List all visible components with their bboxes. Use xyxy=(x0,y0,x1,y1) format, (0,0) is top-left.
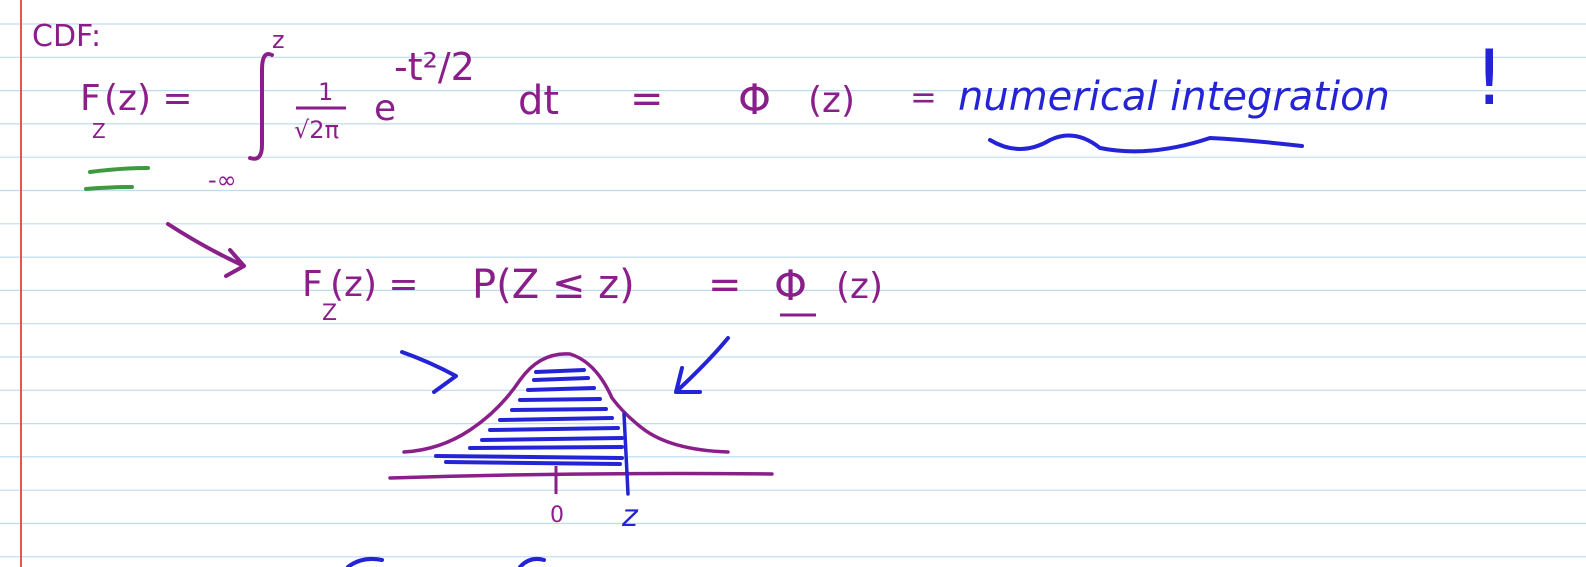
x-axis xyxy=(388,471,774,480)
line2-F-symbol: F xyxy=(302,264,323,305)
equals-sign-2: = xyxy=(910,78,937,116)
integral-upper-limit: z xyxy=(272,26,285,54)
line2-equals: = xyxy=(708,262,742,308)
fraction-denominator: √2π xyxy=(294,116,339,144)
line2-F-subscript: Z xyxy=(322,301,337,326)
normal-curve-sketch: 0 z xyxy=(388,336,774,534)
z-label: z xyxy=(621,499,639,534)
numerical-integration-note: numerical integration ! xyxy=(958,33,1504,122)
cdf-F-symbol: F xyxy=(80,78,101,119)
cdf-heading: CDF: xyxy=(32,19,101,54)
green-underline xyxy=(84,166,150,191)
shaded-area-scribble xyxy=(434,368,624,466)
down-right-arrow xyxy=(166,222,246,278)
cdf-F-subscript: Z xyxy=(92,119,106,143)
z-cutoff-line xyxy=(622,412,630,496)
ruled-lines xyxy=(0,23,1586,558)
left-pointer-arrow xyxy=(400,350,458,394)
line2-F-argument: (z) = xyxy=(330,264,419,305)
integral-sign xyxy=(248,52,274,161)
fraction-numerator: 1 xyxy=(318,78,333,106)
exp-power: -t²/2 xyxy=(394,45,475,89)
cdf-F-argument: (z) = xyxy=(104,78,193,119)
differential: dt xyxy=(518,78,559,124)
phi-argument: (z) xyxy=(808,80,855,121)
zero-label: 0 xyxy=(550,503,564,528)
partial-bottom-stroke xyxy=(346,556,546,567)
integral-lower-limit: -∞ xyxy=(208,166,237,194)
line2-phi-symbol: Φ xyxy=(774,261,807,310)
bell-curve xyxy=(402,352,730,454)
probability-equation: F Z (z) = P(Z ≤ z) = Φ (z) xyxy=(302,261,883,326)
line2-phi-argument: (z) xyxy=(836,266,883,307)
phi-symbol: Φ xyxy=(738,75,771,124)
exp-base: e xyxy=(374,88,396,129)
right-pointer-arrow xyxy=(674,336,730,394)
probability-expression: P(Z ≤ z) xyxy=(472,262,635,308)
equals-sign-1: = xyxy=(630,76,664,122)
wavy-underline xyxy=(988,133,1304,154)
numerical-integration-text: numerical integration xyxy=(958,74,1390,120)
cdf-definition-equation: F Z (z) = z -∞ 1 √2π e -t²/2 dt = Φ (z) … xyxy=(80,26,937,194)
exclamation-mark: ! xyxy=(1474,33,1504,122)
